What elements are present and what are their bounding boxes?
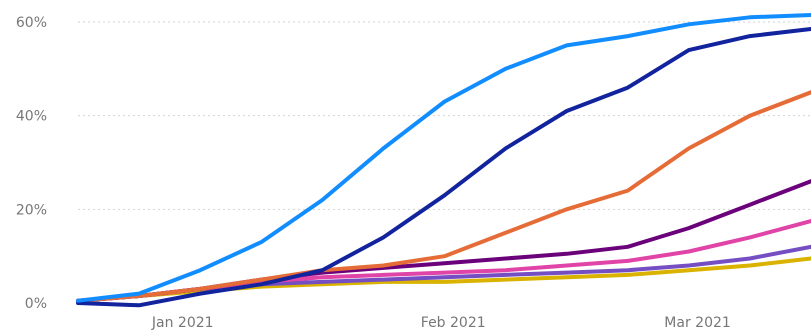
x-axis: Jan 2021 Feb 2021 Mar 2021 xyxy=(151,315,731,331)
x-tick-label: Jan 2021 xyxy=(151,315,214,331)
series-group xyxy=(76,13,811,308)
y-tick-label: 40% xyxy=(16,109,47,125)
gridlines xyxy=(78,21,811,210)
x-tick-label: Feb 2021 xyxy=(421,315,486,331)
x-tick-label: Mar 2021 xyxy=(664,315,731,331)
y-tick-label: 0% xyxy=(25,296,47,312)
series-line-1 xyxy=(76,13,811,303)
y-tick-label: 60% xyxy=(16,15,47,31)
series-line-2 xyxy=(76,27,811,308)
y-tick-label: 20% xyxy=(16,202,47,218)
series-line-3 xyxy=(76,90,811,303)
series-line-7 xyxy=(76,256,811,303)
y-axis: 0% 20% 40% 60% xyxy=(16,15,47,312)
